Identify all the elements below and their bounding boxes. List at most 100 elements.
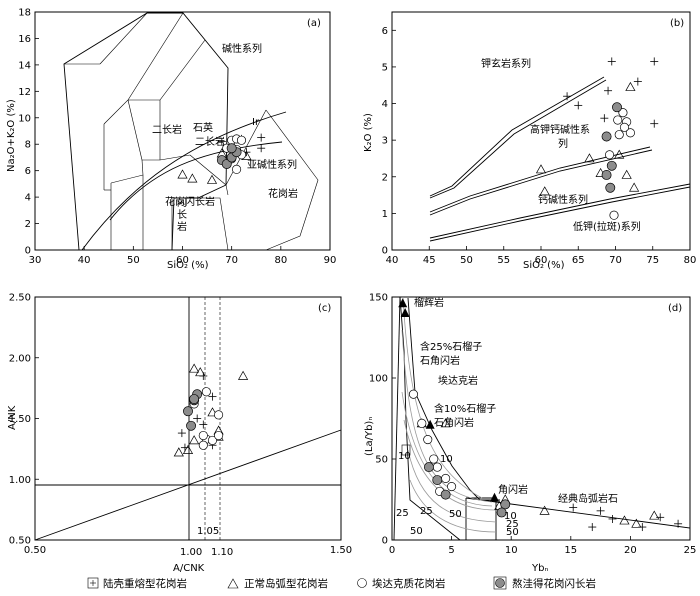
panel-a-ytick-5: 10 xyxy=(18,113,31,124)
panel-d-label: (d) xyxy=(668,303,682,314)
panel-d-point-circle-5 xyxy=(447,481,457,492)
panel-a-ytick-3: 6 xyxy=(25,166,31,177)
panel-d-field-eclogite: 榴辉岩 xyxy=(414,296,444,309)
panel-c-lines xyxy=(34,297,342,541)
panel-a-field-monzonite-2: 二长岩 xyxy=(195,135,225,148)
panel-d-point-triangle-3 xyxy=(619,515,630,525)
panel-a-field-lines xyxy=(63,12,319,251)
panel-d-curve-25c: 25 xyxy=(506,519,519,530)
panel-d-point-triangle-5 xyxy=(649,510,660,520)
panel-c-xlabel: A/CNK xyxy=(173,563,205,574)
panel-d-point-plus-5 xyxy=(674,519,683,528)
panel-b-point-plus-4 xyxy=(604,86,613,95)
panel-a-ticks: 30 40 50 60 70 80 90 0 2 4 6 8 10 12 14 16 18 xyxy=(18,8,336,267)
panel-c-point-filled-circle-2 xyxy=(183,406,193,417)
panel-d-points xyxy=(408,389,683,532)
panel-b-ytick-1: 1 xyxy=(382,209,388,220)
legend-label-triangle: 正常岛弧型花岗岩 xyxy=(244,577,328,590)
panel-c-xtick-0: 0.50 xyxy=(24,545,46,556)
panel-b-point-circle-5 xyxy=(604,150,615,160)
panel-b-point-plus-2 xyxy=(633,77,642,86)
panel-b-point-triangle-4 xyxy=(614,149,625,159)
panel-b-ytick-3: 3 xyxy=(382,136,388,147)
panel-b-label: (b) xyxy=(670,18,684,29)
panel-a-xlabel: SiO₂ (%) xyxy=(167,260,209,271)
panel-a-point-circle-2 xyxy=(236,135,247,145)
panel-a-ytick-2: 4 xyxy=(25,193,31,204)
panel-a-xtick-2: 50 xyxy=(127,255,140,266)
legend-triangle-icon xyxy=(227,578,239,589)
panel-a-point-triangle-1 xyxy=(187,173,198,183)
panel-b-xtick-0: 40 xyxy=(386,255,399,266)
panel-d-point-circle-4 xyxy=(441,473,451,483)
panel-b-point-plus-3 xyxy=(563,92,572,101)
panel-d-ticks: 0 5 10 15 20 25 0 50 100 150 xyxy=(369,293,696,557)
panel-c-points xyxy=(173,363,249,457)
panel-a-ytick-6: 12 xyxy=(18,87,31,98)
panel-c-point-plus-3 xyxy=(199,420,208,429)
panel-c-ytick-2: 1.50 xyxy=(9,414,31,425)
panel-c-point-triangle-6 xyxy=(173,447,184,457)
panel-d-reference-points xyxy=(398,298,499,502)
panel-b-ytick-5: 5 xyxy=(382,62,388,73)
panel-a-field-diorite-c2: 长 xyxy=(177,209,187,221)
panel-d-frame xyxy=(391,296,691,541)
panel-c-point-triangle-2 xyxy=(237,370,249,380)
panel-c-point-circle-0 xyxy=(201,387,211,397)
panel-d-curve-25b: 25 xyxy=(420,506,433,517)
panel-a-xtick-5: 80 xyxy=(274,255,287,266)
panel-b-point-triangle-0 xyxy=(625,81,636,91)
panel-b-field-highk-2: 列 xyxy=(558,137,568,150)
panel-b-ytick-6: 6 xyxy=(382,26,388,37)
panel-d-field-25garnet: 含25%石榴子 xyxy=(420,340,482,353)
panel-a-xtick-0: 30 xyxy=(29,255,42,266)
panel-a-point-plus-0 xyxy=(217,137,226,146)
panel-a-point-filled-circle-1 xyxy=(221,159,232,170)
panel-b-point-filled-circle-1 xyxy=(601,131,612,142)
panel-a-xtick-6: 90 xyxy=(324,255,337,266)
legend-label-circle: 埃达克质花岗岩 xyxy=(372,577,446,590)
panel-c-tick-100: 1.00 xyxy=(180,547,202,558)
panel-d-xtick-2: 10 xyxy=(505,545,518,556)
panel-d-point-circle-6 xyxy=(429,454,439,464)
panel-d-point-triangle-4 xyxy=(631,518,642,528)
panel-c-xtick-2: 1.50 xyxy=(330,545,352,556)
panel-d-curve-10c: 10 xyxy=(504,511,517,522)
panel-b-ytick-4: 4 xyxy=(382,99,388,110)
panel-d-ytick-2: 100 xyxy=(369,374,388,385)
panel-c-ytick-3: 2.00 xyxy=(9,353,31,364)
panel-c: 0.50 1.50 0.50 1.00 1.50 2.00 2.50 (c) A/CNK A… xyxy=(7,293,352,575)
panel-a-ytick-7: 14 xyxy=(18,60,31,71)
legend: 陆壳重熔型花岗岩 正常岛弧型花岗岩 埃达克质花岗岩 熬洼得花岗闪长岩 xyxy=(87,576,596,590)
panel-b-ytick-2: 2 xyxy=(382,172,388,183)
panel-d-curve-50c: 50 xyxy=(506,527,519,538)
panel-d-point-triangle-2 xyxy=(539,505,550,515)
panel-a-field-monzonite: 二长岩 xyxy=(152,123,182,136)
panel-a-field-granodiorite: 花岗闪长岩 xyxy=(165,195,215,208)
panel-b-point-triangle-6 xyxy=(629,182,640,192)
panel-c-point-filled-circle-4 xyxy=(189,394,200,405)
panel-a-field-subalkaline: 亚碱性系列 xyxy=(247,158,297,171)
panel-a-ytick-8: 16 xyxy=(18,34,31,45)
panel-c-point-triangle-3 xyxy=(207,407,218,417)
panel-c-ylabel: A/NK xyxy=(7,405,18,430)
panel-b-point-plus-0 xyxy=(607,57,616,66)
legend-label-plus: 陆壳重熔型花岗岩 xyxy=(103,577,187,590)
panel-b-xtick-3: 55 xyxy=(497,255,510,266)
panel-b-field-shoshonite: 钾玄岩系列 xyxy=(481,57,531,70)
panel-d-point-circle-2 xyxy=(423,435,433,445)
panel-a-field-diorite: 闪 长 岩 xyxy=(177,196,190,233)
panel-a: 30 40 50 60 70 80 90 0 2 4 6 8 10 12 14 16 18 (a) SiO₂ (… xyxy=(6,8,336,272)
panel-a-ytick-4: 8 xyxy=(25,140,31,151)
legend-label-filled: 熬洼得花岗闪长岩 xyxy=(512,577,596,590)
panel-c-ytick-0: 0.50 xyxy=(9,536,31,547)
panel-d-point-circle-0 xyxy=(408,389,419,399)
panel-a-point-filled-circle-4 xyxy=(226,143,237,154)
panel-d-point-plus-2 xyxy=(608,514,617,523)
panel-b-point-circle-0 xyxy=(613,115,623,125)
panel-a-field-quartz: 石英 xyxy=(193,121,213,134)
panel-d-ytick-1: 50 xyxy=(375,455,388,466)
panel-d-reference-point-1 xyxy=(400,308,410,318)
legend-filled-box xyxy=(493,576,507,590)
